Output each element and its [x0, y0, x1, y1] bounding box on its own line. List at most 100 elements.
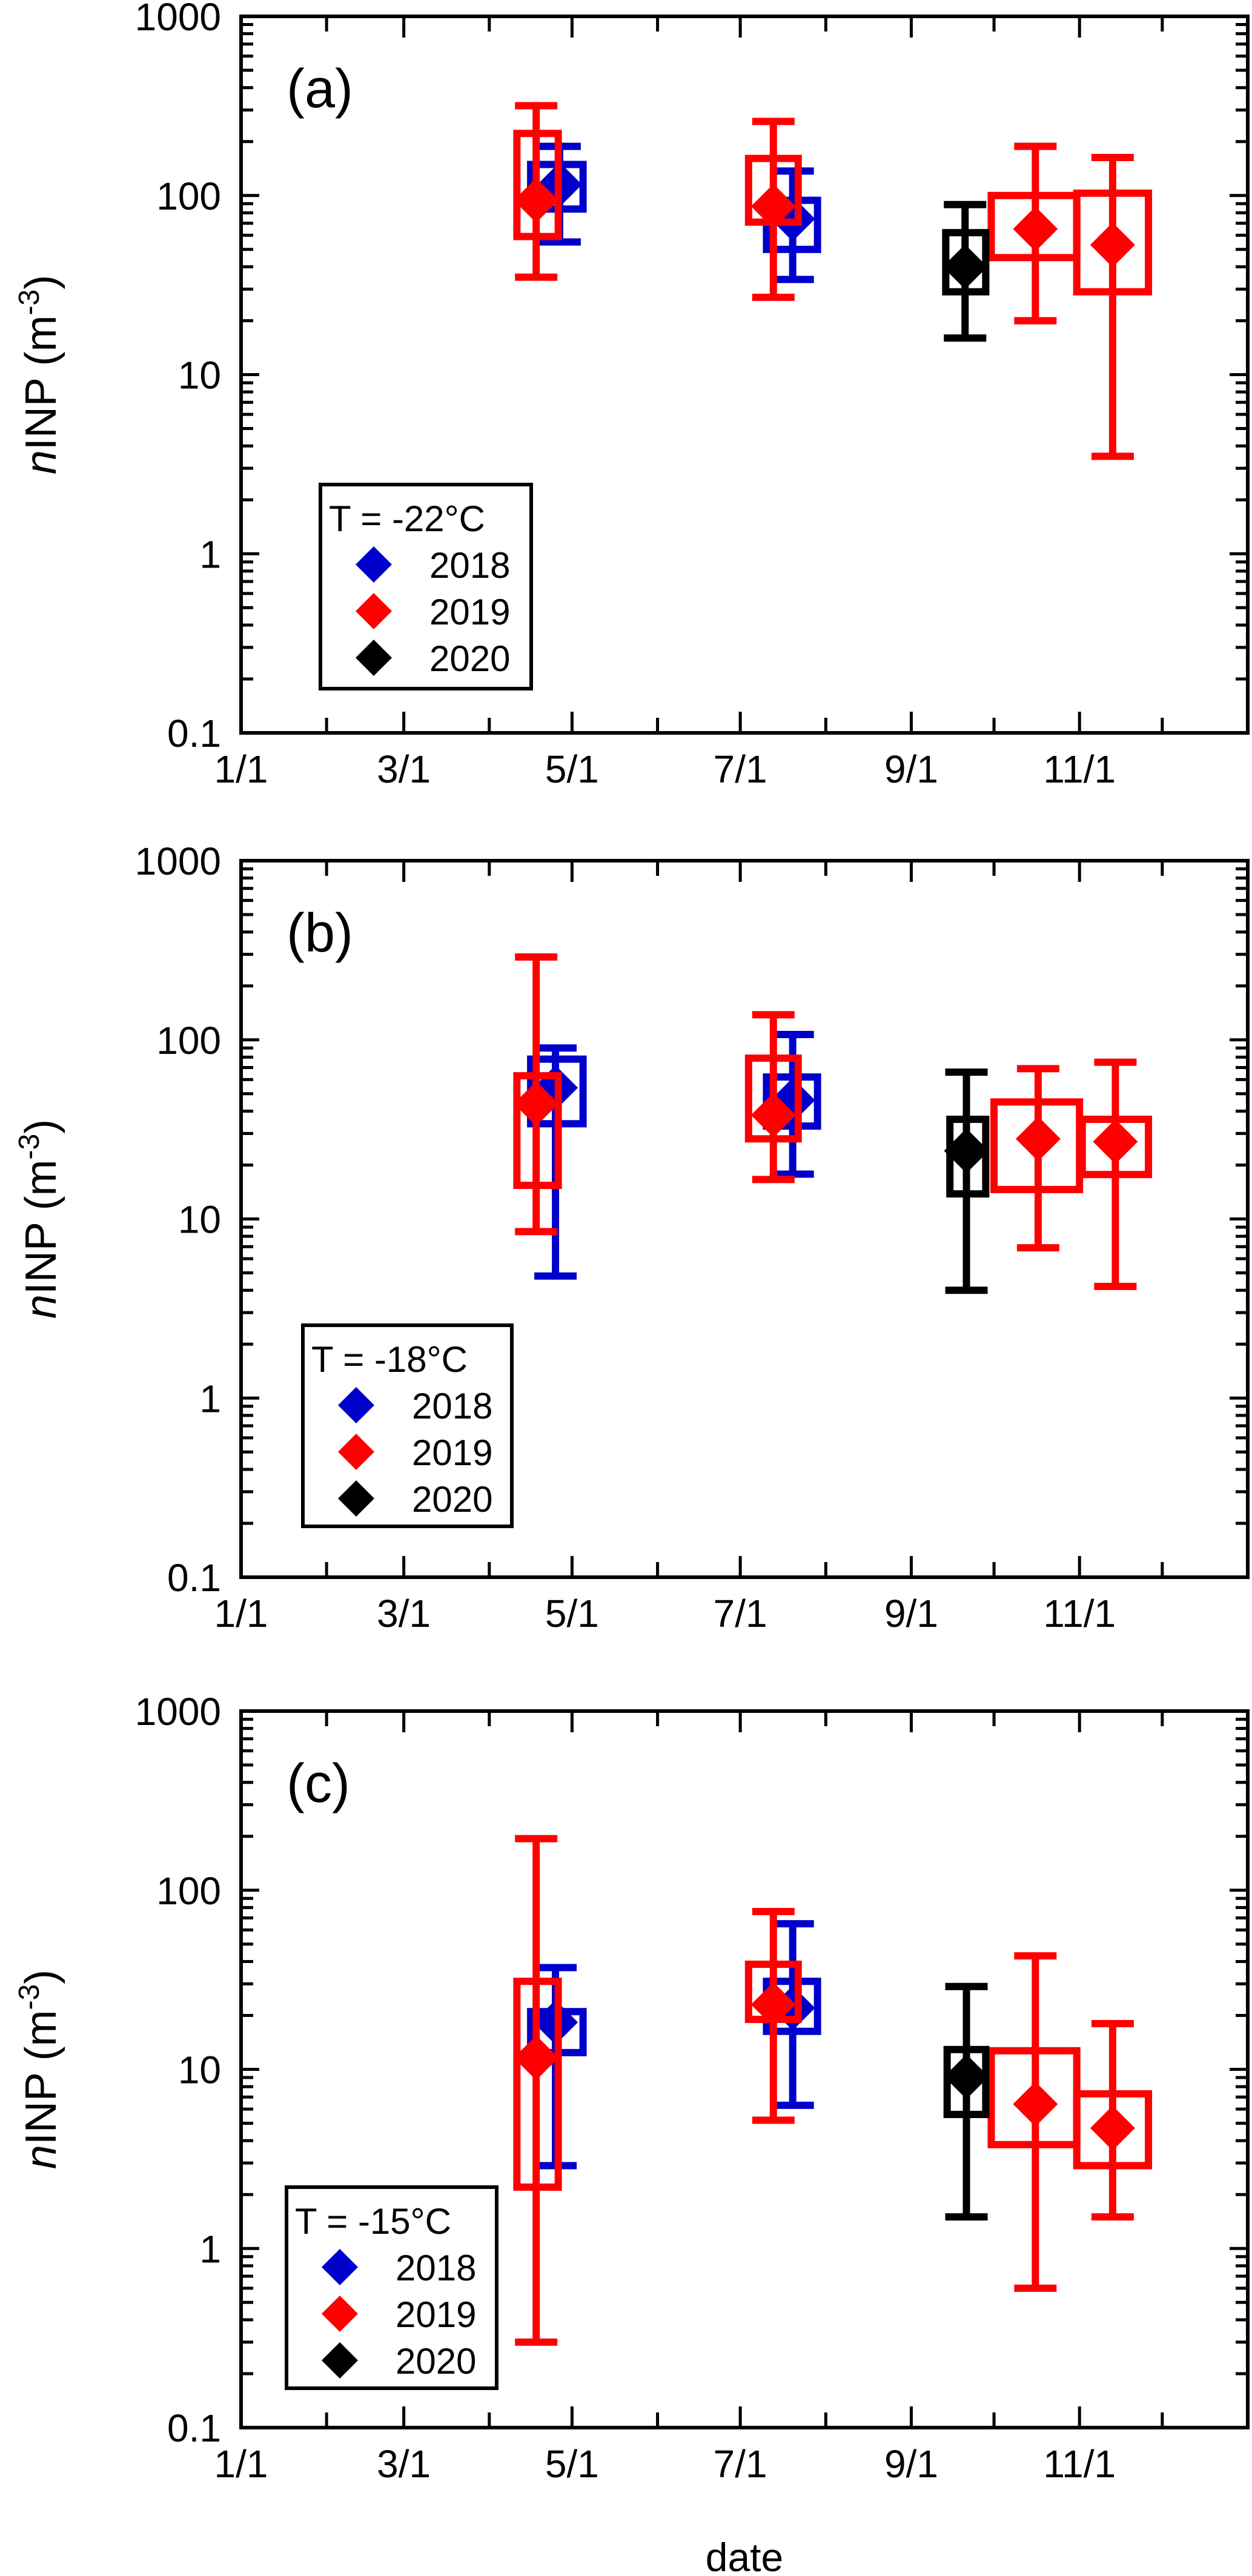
y-axis-label-superscript: -3 [13, 290, 45, 316]
y-tick-label: 100 [156, 1019, 221, 1062]
x-tick-label: 11/1 [1043, 2442, 1116, 2486]
y-axis-label-superscript: -3 [13, 1134, 45, 1160]
panel-label: (c) [287, 1753, 350, 1814]
panel-b: 1000 100 10 1 0.11/1 3/1 5/1 7/1 9/1 11/1 nINP (m-… [13, 839, 1250, 1635]
legend-entry-2019: 2019 [412, 1432, 492, 1473]
x-tick-label: 5/1 [545, 747, 599, 791]
legend: T = -22°C 2018 2019 2020 [319, 483, 533, 690]
legend: T = -15°C 2018 2019 2020 [285, 2185, 498, 2390]
y-axis-label-italic: n [17, 1294, 65, 1319]
y-axis-label-close: ) [17, 275, 65, 290]
x-tick-label: 3/1 [377, 747, 431, 791]
legend-marker-2020 [322, 2342, 358, 2379]
x-tick-label: 9/1 [884, 747, 938, 791]
panel-label: (a) [287, 59, 353, 119]
data-point-diamond [514, 2035, 559, 2081]
data-point-diamond [944, 2054, 989, 2099]
y-tick-label: 0.1 [167, 2406, 221, 2450]
y-tick-label: 100 [156, 1869, 221, 1913]
x-tick-label: 5/1 [545, 2442, 599, 2486]
legend-entry-2019: 2019 [396, 2294, 476, 2335]
y-tick-label: 1000 [135, 0, 221, 39]
x-tick-label: 11/1 [1043, 747, 1116, 791]
data-point-diamond [1090, 222, 1135, 268]
x-tick-label: 1/1 [214, 1592, 268, 1635]
data-point-diamond [750, 1093, 796, 1138]
series-2019 [513, 102, 1153, 460]
x-tick-label: 7/1 [714, 2442, 767, 2486]
legend-entry-2020: 2020 [396, 2341, 476, 2382]
y-tick-label: 0.1 [167, 712, 221, 755]
data-point-diamond [942, 244, 988, 290]
legend-entry-2018: 2018 [396, 2248, 476, 2288]
data-point-diamond [1015, 1116, 1061, 1162]
panel-c: 1000 100 10 1 0.11/1 3/1 5/1 7/1 9/1 11/1 nINP (m-… [13, 1690, 1250, 2486]
x-tick-label: 11/1 [1043, 1592, 1116, 1635]
legend-marker-2018 [322, 2249, 358, 2285]
y-axis-label-italic: n [17, 2145, 65, 2169]
data-point-diamond [1013, 207, 1058, 252]
series-2019 [513, 953, 1153, 1290]
x-axis-label: date [706, 2535, 783, 2576]
legend-box [319, 483, 533, 690]
y-axis-label: nINP (m-3) [13, 275, 65, 474]
y-axis-label-close: ) [17, 1970, 65, 1984]
y-tick-label: 1000 [135, 839, 221, 883]
y-tick-label: 10 [178, 354, 221, 397]
legend-entry-2020: 2020 [412, 1479, 492, 1520]
y-tick-label: 1 [199, 2227, 221, 2271]
y-axis-label-main: INP (m [17, 1159, 65, 1294]
x-tick-label: 3/1 [377, 1592, 431, 1635]
data-point-diamond [1013, 2081, 1058, 2127]
x-tick-label: 1/1 [214, 2442, 268, 2486]
y-axis-label-main: INP (m [17, 315, 65, 450]
data-point-diamond [750, 1982, 796, 2027]
legend-title: T = -22°C [329, 498, 485, 539]
legend-marker-2019 [356, 593, 392, 629]
data-point-diamond [750, 184, 796, 229]
data-point-diamond [514, 177, 559, 223]
legend-marker-2019 [338, 1434, 374, 1470]
data-point-diamond [1090, 2105, 1135, 2151]
x-tick-label: 1/1 [214, 747, 268, 791]
y-tick-label: 1 [199, 1377, 221, 1420]
y-tick-label: 100 [156, 174, 221, 218]
y-axis-label: nINP (m-3) [13, 1119, 65, 1319]
legend-title: T = -15°C [295, 2201, 451, 2242]
x-tick-label: 7/1 [714, 1592, 767, 1635]
legend-title: T = -18°C [311, 1339, 468, 1380]
y-axis-label-italic: n [17, 450, 65, 474]
data-point-diamond [944, 1128, 989, 1174]
y-tick-label: 10 [178, 2048, 221, 2092]
legend-entry-2019: 2019 [429, 592, 510, 632]
legend-marker-2018 [338, 1387, 374, 1423]
panel-label: (b) [287, 903, 353, 964]
legend: T = -18°C 2018 2019 2020 [301, 1323, 514, 1528]
y-tick-label: 1000 [135, 1690, 221, 1733]
x-tick-label: 9/1 [884, 2442, 938, 2486]
legend-entry-2018: 2018 [429, 545, 510, 586]
legend-entry-2018: 2018 [412, 1386, 492, 1426]
series-2020 [944, 1068, 990, 1294]
legend-marker-2020 [356, 640, 392, 676]
x-tick-label: 9/1 [884, 1592, 938, 1635]
y-axis-label-close: ) [17, 1119, 65, 1134]
legend-marker-2020 [338, 1480, 374, 1517]
y-axis-label-superscript: -3 [13, 1984, 45, 2010]
x-tick-label: 7/1 [714, 747, 767, 791]
legend-box [285, 2185, 498, 2390]
y-axis-label-main: INP (m [17, 2010, 65, 2145]
legend-marker-2018 [356, 546, 392, 583]
panel-a: 1000 100 10 1 0.11/1 3/1 5/1 7/1 9/1 11/1 nINP (m-… [13, 0, 1250, 791]
y-tick-label: 1 [199, 532, 221, 576]
series-2020 [942, 200, 990, 342]
legend-box [301, 1323, 514, 1528]
legend-marker-2019 [322, 2296, 358, 2332]
data-point-diamond [1093, 1119, 1138, 1164]
data-point-diamond [514, 1081, 559, 1127]
legend-entry-2020: 2020 [429, 638, 510, 679]
series-2020 [943, 1982, 990, 2221]
x-tick-label: 5/1 [545, 1592, 599, 1635]
